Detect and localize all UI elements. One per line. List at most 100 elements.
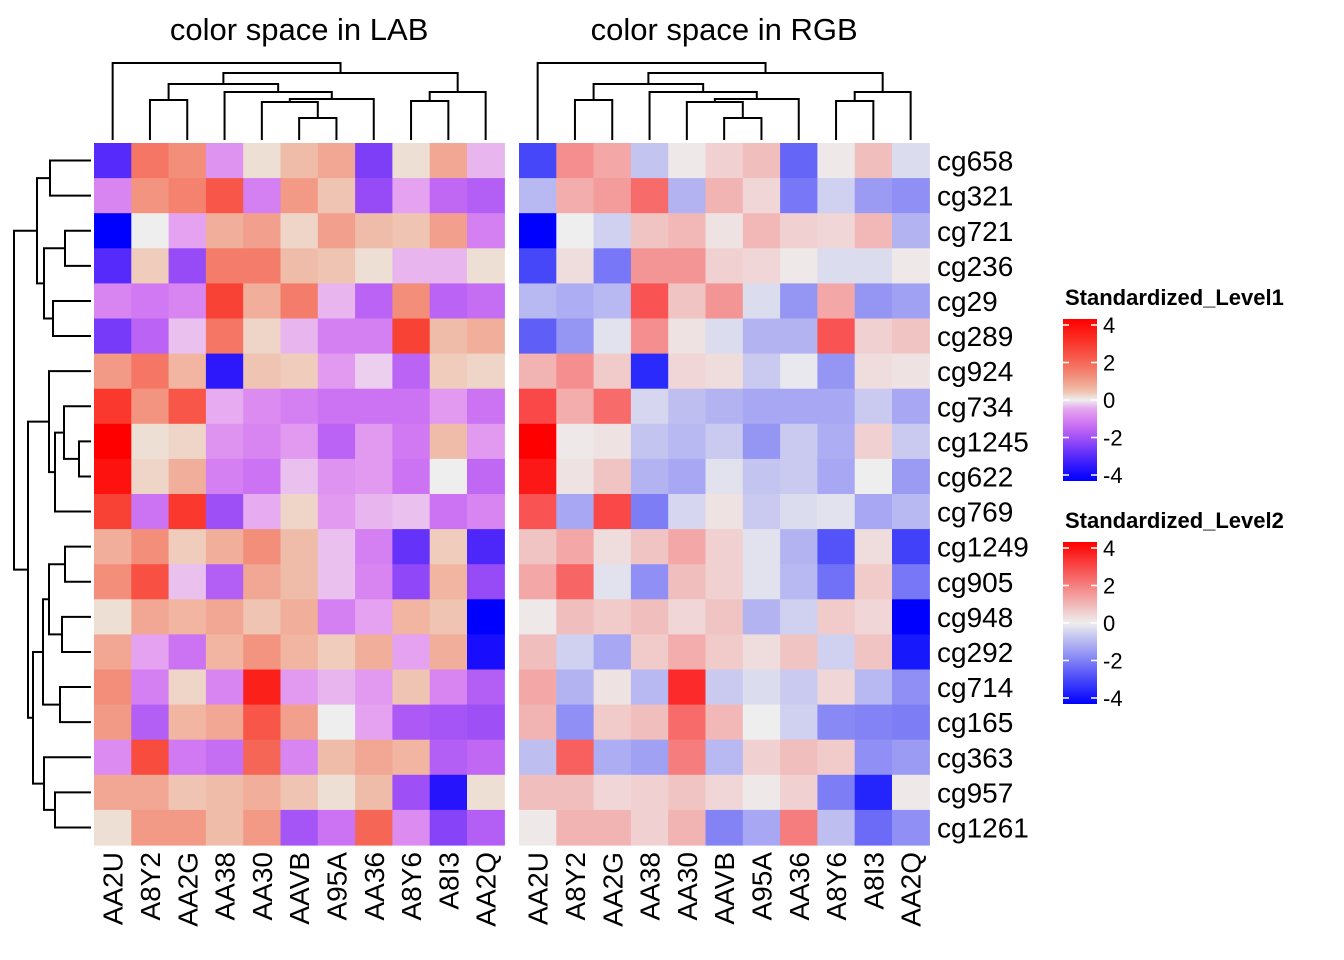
heatmap-cell	[630, 669, 669, 706]
heatmap-cell	[355, 178, 393, 214]
heatmap-cell	[593, 423, 632, 460]
heatmap-cell	[243, 178, 282, 214]
row-label: cg957	[937, 777, 1013, 808]
heatmap-cell	[280, 213, 319, 249]
heatmap-cell	[280, 283, 319, 320]
heatmap-cell	[205, 458, 244, 495]
heatmap-cell	[593, 318, 632, 355]
heatmap-cell	[280, 388, 319, 425]
heatmap-panel-lab	[94, 143, 505, 846]
heatmap-cell	[280, 704, 319, 741]
heatmap-cell	[668, 599, 707, 635]
row-label: cg714	[937, 672, 1013, 703]
heatmap-cell	[94, 388, 132, 425]
heatmap-cell	[94, 564, 132, 600]
heatmap-cell	[355, 283, 393, 320]
heatmap-cell	[205, 213, 244, 249]
heatmap-cell	[892, 669, 930, 706]
heatmap-cell	[94, 739, 132, 776]
heatmap-cell	[243, 809, 282, 846]
heatmap-cell	[668, 739, 707, 776]
heatmap-cell	[630, 423, 669, 460]
heatmap-cell	[317, 599, 356, 635]
heatmap-cell	[780, 599, 818, 635]
heatmap-cell	[519, 739, 557, 776]
heatmap-cell	[392, 143, 431, 179]
legend-tick-label: 4	[1103, 536, 1115, 561]
heatmap-cell	[892, 458, 930, 495]
heatmap-cell	[705, 494, 744, 530]
heatmap-cell	[593, 178, 632, 214]
heatmap-cell	[892, 318, 930, 355]
heatmap-cell	[467, 318, 505, 355]
heatmap-cell	[131, 704, 170, 741]
heatmap-cell	[742, 774, 781, 811]
heatmap-cell	[705, 739, 744, 776]
heatmap-cell	[892, 599, 930, 635]
heatmap-cell	[630, 353, 669, 390]
heatmap-cell	[892, 494, 930, 530]
heatmap-cell	[780, 318, 818, 355]
heatmap-cell	[593, 458, 632, 495]
dendrogram-branch	[43, 247, 65, 320]
heatmap-cell	[817, 213, 856, 249]
heatmap-cell	[854, 704, 893, 741]
heatmap-cell	[593, 248, 632, 284]
column-label: A95A	[746, 852, 777, 921]
heatmap-cell	[168, 634, 207, 671]
heatmap-cell	[519, 143, 557, 179]
column-label: AA2U	[98, 852, 129, 925]
heatmap-cell	[742, 283, 781, 320]
heatmap-cell	[168, 458, 207, 495]
heatmap-cell	[556, 353, 595, 390]
heatmap-cell	[429, 529, 468, 565]
dendrogram-branch	[298, 117, 338, 140]
heatmap-cell	[780, 739, 818, 776]
heatmap-cell	[630, 704, 669, 741]
heatmap-cell	[94, 529, 132, 565]
dendrogram-branch	[536, 62, 767, 140]
heatmap-cell	[593, 599, 632, 635]
heatmap-cell	[280, 248, 319, 284]
heatmap-cell	[854, 318, 893, 355]
heatmap-cell	[892, 564, 930, 600]
heatmap-cell	[854, 283, 893, 320]
heatmap-cell	[630, 178, 669, 214]
heatmap-cell	[668, 774, 707, 811]
heatmap-cell	[854, 739, 893, 776]
legend-tick-label: -4	[1103, 686, 1123, 711]
heatmap-cell	[742, 809, 781, 846]
heatmap-cell	[429, 143, 468, 179]
heatmap-cell	[243, 388, 282, 425]
heatmap-cell	[131, 564, 170, 600]
heatmap-cell	[593, 564, 632, 600]
heatmap-cell	[392, 809, 431, 846]
heatmap-cell	[280, 458, 319, 495]
heatmap-cell	[429, 634, 468, 671]
heatmap-cell	[892, 704, 930, 741]
heatmap-cell	[392, 423, 431, 460]
heatmap-cell	[519, 388, 557, 425]
heatmap-cell	[205, 388, 244, 425]
heatmap-cell	[780, 143, 818, 179]
heatmap-cell	[630, 809, 669, 846]
heatmap-cell	[317, 178, 356, 214]
column-label: AAVB	[709, 852, 740, 925]
heatmap-cell	[280, 809, 319, 846]
heatmap-cell	[467, 809, 505, 846]
heatmap-cell	[668, 283, 707, 320]
heatmap-cell	[854, 143, 893, 179]
heatmap-cell	[668, 423, 707, 460]
heatmap-cell	[519, 704, 557, 741]
heatmap-cell	[205, 564, 244, 600]
heatmap-cell	[280, 423, 319, 460]
heatmap-cell	[742, 458, 781, 495]
heatmap-cell	[429, 458, 468, 495]
row-label: cg769	[937, 497, 1013, 528]
heatmap-cell	[705, 388, 744, 425]
heatmap-cell	[392, 458, 431, 495]
heatmap-cell	[355, 704, 393, 741]
heatmap-cell	[780, 634, 818, 671]
dendrogram-branch	[54, 791, 91, 829]
